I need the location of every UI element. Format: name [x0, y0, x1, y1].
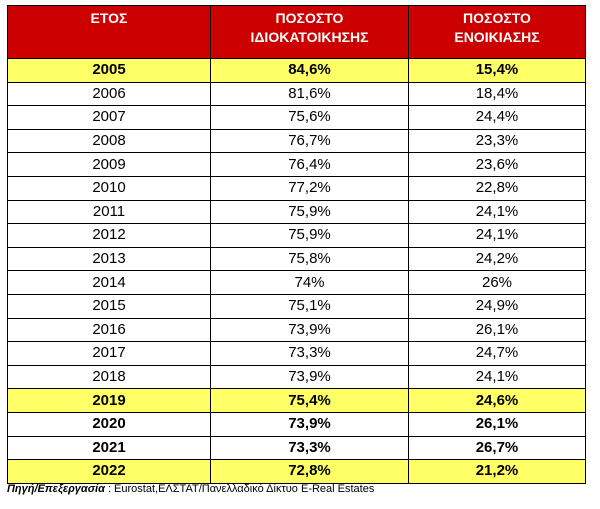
table-row: 2019 75,4% 24,6%	[7, 388, 586, 413]
percent-cell: 75,4%	[210, 388, 409, 413]
percent-cell: 24,7%	[408, 341, 586, 366]
table-row: 2007 75,6% 24,4%	[7, 105, 586, 130]
year-cell: 2008	[7, 128, 211, 154]
header-line: ΕΤΟΣ	[90, 10, 128, 26]
table-row: 2018 73,9% 24,1%	[7, 364, 586, 390]
percent-cell: 77,2%	[210, 175, 409, 201]
table-row: 2017 73,3% 24,7%	[7, 341, 586, 366]
table-row: 2022 72,8% 21,2%	[7, 459, 586, 484]
year-cell: 2009	[7, 152, 211, 177]
percent-cell: 84,6%	[210, 58, 409, 83]
table-row: 2008 76,7% 23,3%	[7, 128, 586, 154]
header-cell: ΠΟΣΟΣΤΟ ΕΝΟΙΚΙΑΣΗΣ	[408, 5, 586, 59]
year-cell: 2018	[7, 364, 211, 390]
percent-cell: 26%	[408, 270, 586, 295]
table-row: 2021 73,3% 26,7%	[7, 435, 586, 461]
header-line: ΕΝΟΙΚΙΑΣΗΣ	[454, 29, 540, 45]
percent-cell: 75,6%	[210, 105, 409, 130]
year-cell: 2017	[7, 341, 211, 366]
percent-cell: 26,1%	[408, 411, 586, 437]
source-note: Πηγή/Επεξεργασία: Eurostat,ΕΛΣΤΑΤ/Πανελλ…	[7, 483, 374, 495]
table-row: 2005 84,6% 15,4%	[7, 58, 586, 83]
percent-cell: 24,6%	[408, 388, 586, 413]
table-row: 2013 75,8% 24,2%	[7, 246, 586, 272]
percent-cell: 24,1%	[408, 199, 586, 225]
percent-cell: 22,8%	[408, 175, 586, 201]
year-cell: 2010	[7, 175, 211, 201]
year-cell: 2012	[7, 223, 211, 248]
year-cell: 2019	[7, 388, 211, 413]
source-label: Πηγή/Επεξεργασία	[7, 483, 105, 495]
percent-cell: 24,2%	[408, 246, 586, 272]
header-line: ΠΟΣΟΣΤΟ	[275, 10, 344, 26]
percent-cell: 73,9%	[210, 364, 409, 390]
header-line: ΠΟΣΟΣΤΟ	[463, 10, 531, 26]
table-row: 2011 75,9% 24,1%	[7, 199, 586, 225]
year-cell: 2015	[7, 293, 211, 319]
percent-cell: 75,9%	[210, 223, 409, 248]
percent-cell: 73,3%	[210, 341, 409, 366]
table-row: 2010 77,2% 22,8%	[7, 175, 586, 201]
table-row: 2006 81,6% 18,4%	[7, 81, 586, 107]
header-line: ΙΔΙΟΚΑΤΟΙΚΗΣΗΣ	[250, 29, 369, 45]
year-cell: 2021	[7, 435, 211, 461]
percent-cell: 18,4%	[408, 81, 586, 107]
year-cell: 2006	[7, 81, 211, 107]
year-cell: 2016	[7, 317, 211, 343]
percent-cell: 26,1%	[408, 317, 586, 343]
percent-cell: 23,6%	[408, 152, 586, 177]
percent-cell: 24,1%	[408, 364, 586, 390]
percent-cell: 21,2%	[408, 459, 586, 484]
percent-cell: 24,4%	[408, 105, 586, 130]
percent-cell: 26,7%	[408, 435, 586, 461]
table-row: 2015 75,1% 24,9%	[7, 293, 586, 319]
percent-cell: 72,8%	[210, 459, 409, 484]
percent-cell: 23,3%	[408, 128, 586, 154]
year-cell: 2014	[7, 270, 211, 295]
table-row: 2014 74% 26%	[7, 270, 586, 295]
percent-cell: 73,9%	[210, 411, 409, 437]
data-table: ΕΤΟΣ ΠΟΣΟΣΤΟ ΙΔΙΟΚΑΤΟΙΚΗΣΗΣ ΠΟΣΟΣΤΟ ΕΝΟΙΚΙΑΣ…	[7, 5, 586, 484]
year-cell: 2005	[7, 58, 211, 83]
percent-cell: 75,1%	[210, 293, 409, 319]
table-row: 2009 76,4% 23,6%	[7, 152, 586, 177]
percent-cell: 75,8%	[210, 246, 409, 272]
table-row: 2012 75,9% 24,1%	[7, 223, 586, 248]
table-row: 2020 73,9% 26,1%	[7, 411, 586, 437]
percent-cell: 81,6%	[210, 81, 409, 107]
year-cell: 2022	[7, 459, 211, 484]
percent-cell: 74%	[210, 270, 409, 295]
percent-cell: 15,4%	[408, 58, 586, 83]
percent-cell: 24,9%	[408, 293, 586, 319]
source-text: : Eurostat,ΕΛΣΤΑΤ/Πανελλαδικό Δίκτυο E-R…	[107, 483, 375, 495]
year-cell: 2011	[7, 199, 211, 225]
table-row: 2016 73,9% 26,1%	[7, 317, 586, 343]
year-cell: 2013	[7, 246, 211, 272]
percent-cell: 75,9%	[210, 199, 409, 225]
header-row: ΕΤΟΣ ΠΟΣΟΣΤΟ ΙΔΙΟΚΑΤΟΙΚΗΣΗΣ ΠΟΣΟΣΤΟ ΕΝΟΙΚΙΑΣ…	[7, 5, 586, 59]
percent-cell: 73,3%	[210, 435, 409, 461]
percent-cell: 76,7%	[210, 128, 409, 154]
percent-cell: 24,1%	[408, 223, 586, 248]
percent-cell: 73,9%	[210, 317, 409, 343]
year-cell: 2007	[7, 105, 211, 130]
year-cell: 2020	[7, 411, 211, 437]
header-cell: ΕΤΟΣ	[7, 5, 211, 59]
percent-cell: 76,4%	[210, 152, 409, 177]
header-cell: ΠΟΣΟΣΤΟ ΙΔΙΟΚΑΤΟΙΚΗΣΗΣ	[210, 5, 409, 59]
